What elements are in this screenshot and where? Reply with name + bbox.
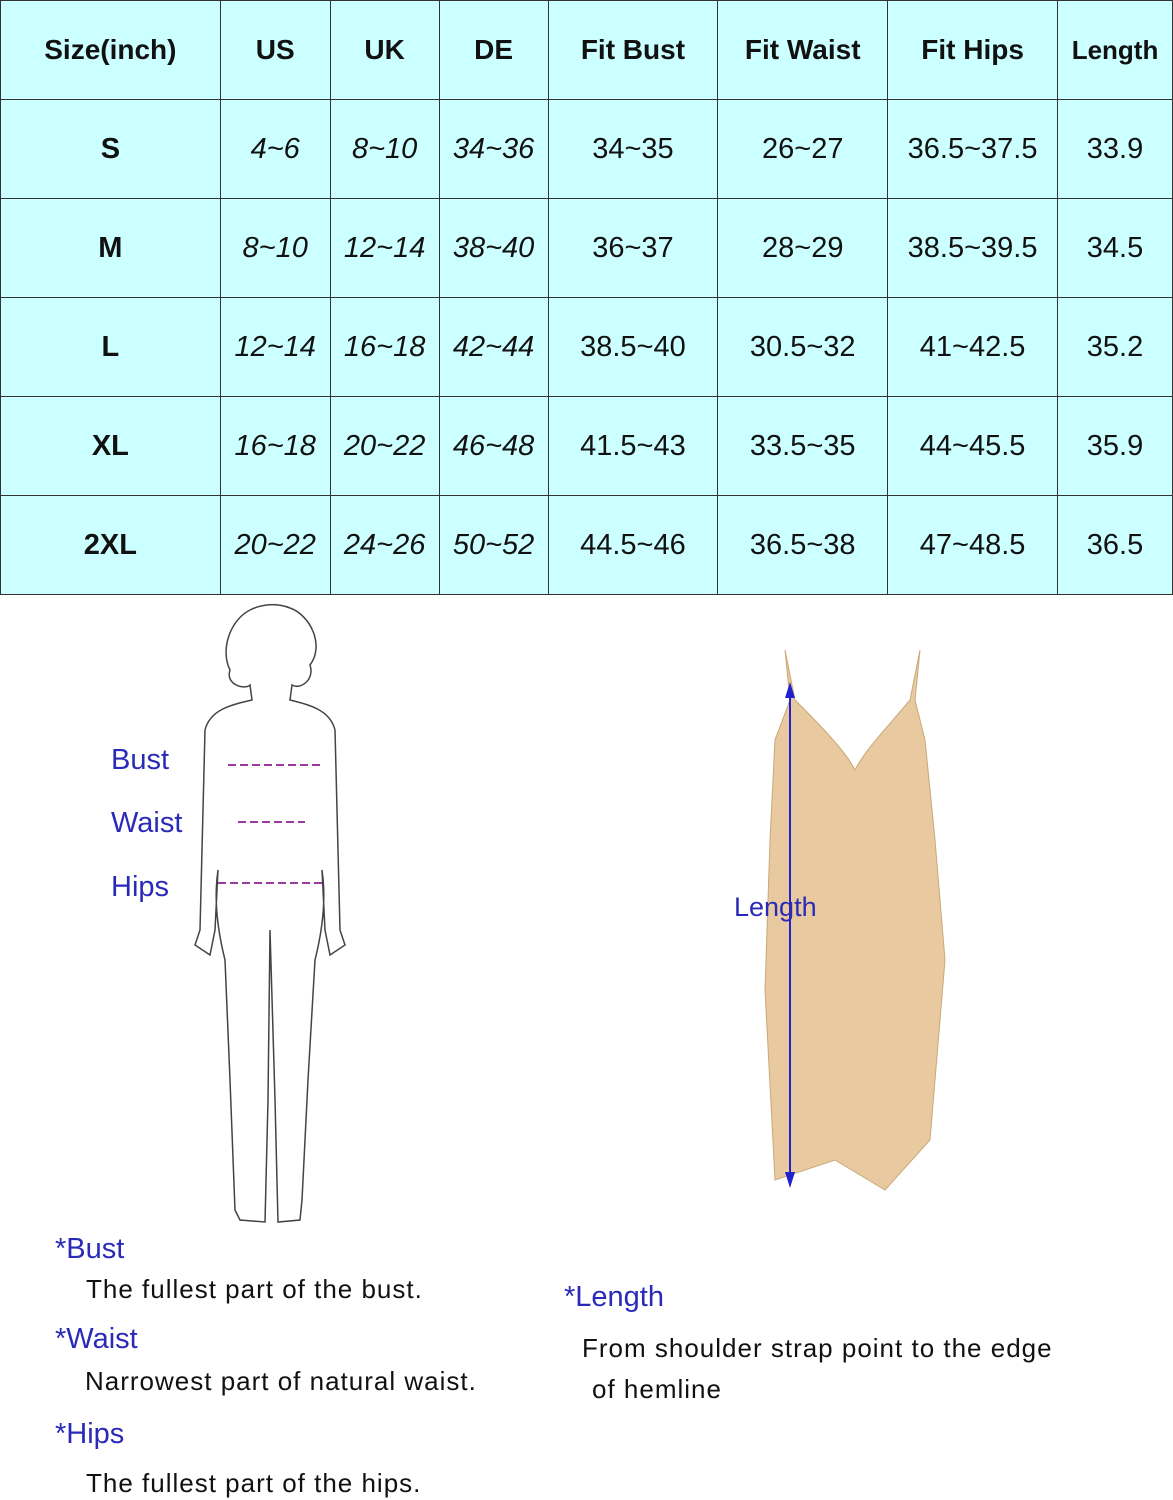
header-cell: Fit Hips [887,0,1059,100]
table-cell: 16~18 [219,396,331,496]
hips-label: Hips [111,871,170,903]
table-cell: 33.9 [1057,99,1173,199]
table-cell: 42~44 [438,297,549,397]
table-cell: 46~48 [438,396,549,496]
body-figure [194,603,346,1223]
table-cell: 8~10 [329,99,440,199]
table-cell: 34~35 [547,99,719,199]
table-cell: 36~37 [547,198,719,298]
table-cell: 12~14 [219,297,331,397]
table-cell: 47~48.5 [887,495,1059,595]
table-cell: M [0,198,221,298]
header-cell: Size(inch) [0,0,221,100]
bust-note-desc: The fullest part of the bust. [86,1274,423,1304]
bust-note-title: *Bust [55,1233,125,1265]
header-cell: Length [1057,0,1173,100]
table-cell: 34~36 [438,99,549,199]
header-row: Size(inch) US UK DE Fit Bust Fit Waist Fit Hip… [0,0,1173,100]
length-note-desc-2: of hemline [592,1374,722,1404]
table-row: M 8~10 12~14 38~40 36~37 28~29 38.5~39.5 34.5 [0,198,1173,298]
header-cell: Fit Bust [547,0,719,100]
size-chart-table: Size(inch) US UK DE Fit Bust Fit Waist Fit Hip… [0,0,1173,595]
table-cell: 28~29 [717,198,889,298]
table-row: 2XL 20~22 24~26 50~52 44.5~46 36.5~38 47~48.5 3… [0,495,1173,595]
header-cell: DE [438,0,549,100]
table-cell: L [0,297,221,397]
table-cell: 33.5~35 [717,396,889,496]
length-note-desc-1: From shoulder strap point to the edge [582,1333,1053,1363]
length-label: Length [734,892,817,922]
waist-label: Waist [111,807,183,839]
table-cell: 16~18 [329,297,440,397]
table-cell: 36.5 [1057,495,1173,595]
table-cell: 34.5 [1057,198,1173,298]
waist-note-desc: Narrowest part of natural waist. [85,1366,477,1396]
table-row: L 12~14 16~18 42~44 38.5~40 30.5~32 41~42.5 35.… [0,297,1173,397]
table-cell: 8~10 [219,198,331,298]
table-cell: 44.5~46 [547,495,719,595]
length-note-title: *Length [564,1281,664,1313]
table-cell: 44~45.5 [887,396,1059,496]
table-cell: 20~22 [219,495,331,595]
table-cell: 38.5~40 [547,297,719,397]
table-cell: 24~26 [329,495,440,595]
table-row: XL 16~18 20~22 46~48 41.5~43 33.5~35 44~45.5 35… [0,396,1173,496]
dress-figure [764,649,946,1191]
hips-note-title: *Hips [55,1418,125,1450]
table-cell: 26~27 [717,99,889,199]
table-cell: XL [0,396,221,496]
table-cell: 50~52 [438,495,549,595]
table-cell: 20~22 [329,396,440,496]
table-cell: 35.2 [1057,297,1173,397]
table-cell: 30.5~32 [717,297,889,397]
header-cell: UK [329,0,440,100]
table-cell: 36.5~38 [717,495,889,595]
bust-label: Bust [111,744,170,776]
table-cell: 38~40 [438,198,549,298]
table-cell: 35.9 [1057,396,1173,496]
header-cell: US [219,0,331,100]
table-cell: 2XL [0,495,221,595]
table-cell: 36.5~37.5 [887,99,1059,199]
table-cell: 41~42.5 [887,297,1059,397]
header-cell: Fit Waist [717,0,889,100]
table-cell: 38.5~39.5 [887,198,1059,298]
table-cell: S [0,99,221,199]
table-cell: 12~14 [329,198,440,298]
table-cell: 4~6 [219,99,331,199]
hips-note-desc: The fullest part of the hips. [86,1468,422,1498]
waist-note-title: *Waist [55,1323,138,1355]
table-row: S 4~6 8~10 34~36 34~35 26~27 36.5~37.5 33.9 [0,99,1173,199]
table-cell: 41.5~43 [547,396,719,496]
